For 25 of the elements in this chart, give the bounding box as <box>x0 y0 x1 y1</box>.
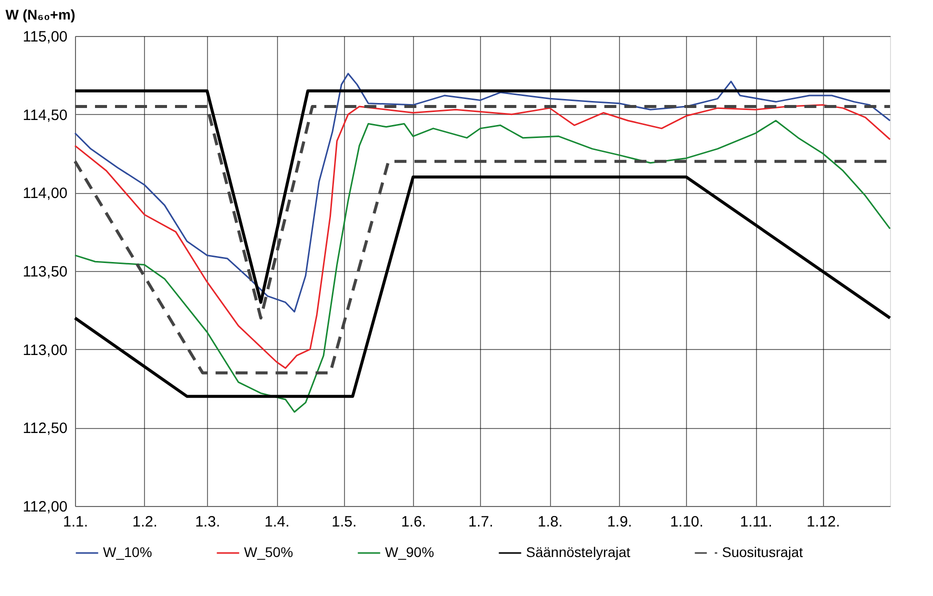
x-tick-label: 1.7. <box>468 514 494 530</box>
x-tick-label: 1.12. <box>806 514 840 530</box>
x-tick-label: 1.4. <box>264 514 290 530</box>
x-tick-label: 1.10. <box>670 514 704 530</box>
legend-label: W_50% <box>244 544 294 560</box>
legend-label: Säännöstelyrajat <box>526 544 630 560</box>
y-axis-title: W (N₆₀+m) <box>6 6 76 22</box>
legend-label: W_10% <box>103 544 152 560</box>
x-tick-label: 1.9. <box>607 514 632 530</box>
y-tick-label: 115,00 <box>22 28 68 46</box>
y-tick-label: 114,00 <box>22 185 68 202</box>
y-tick-label: 114,50 <box>22 106 68 124</box>
x-tick-label: 1.8. <box>538 514 563 530</box>
x-tick-label: 1.11. <box>740 514 772 530</box>
x-tick-label: 1.1. <box>62 514 88 530</box>
x-tick-label: 1.6. <box>401 514 426 530</box>
legend-label: Suositusrajat <box>722 544 804 560</box>
y-tick-label: 112,50 <box>22 420 68 438</box>
y-tick-label: 112,00 <box>22 498 68 516</box>
y-tick-label: 113,50 <box>22 264 68 280</box>
legend-label: W_90% <box>385 544 434 560</box>
x-tick-label: 1.5. <box>332 514 357 530</box>
x-tick-label: 1.2. <box>132 514 158 530</box>
x-tick-label: 1.3. <box>195 514 220 530</box>
y-tick-label: 113,00 <box>22 342 68 359</box>
